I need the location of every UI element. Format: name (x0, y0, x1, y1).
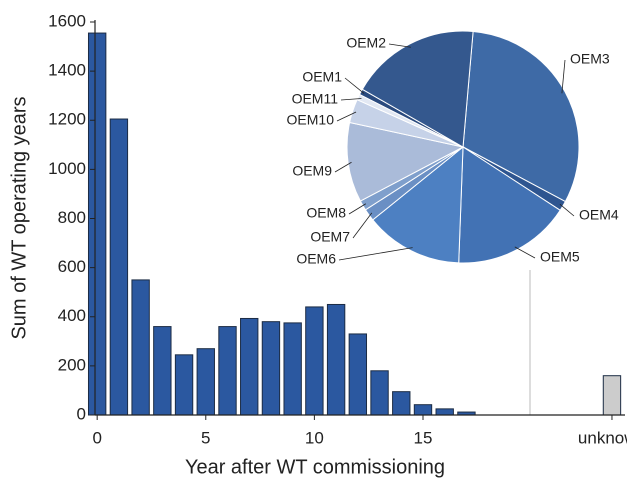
pie-label: OEM2 (346, 35, 386, 51)
y-tick-label: 1400 (48, 61, 86, 80)
x-axis-label: Year after WT commissioning (185, 456, 445, 478)
y-tick-label: 800 (58, 208, 86, 227)
pie-label: OEM3 (570, 51, 610, 67)
leader-line (514, 246, 536, 259)
leader-line (344, 77, 365, 94)
bar (326, 303, 346, 416)
bar (413, 404, 433, 416)
pie-label: OEM5 (540, 249, 580, 265)
leader-line (336, 111, 357, 122)
pie-slice (372, 145, 464, 264)
x-tick-label: unknown (578, 428, 627, 447)
pie-label: OEM4 (579, 207, 619, 223)
x-tick-label: 10 (305, 428, 324, 447)
leader-line (559, 203, 575, 217)
pie-label: OEM10 (287, 112, 335, 128)
bar (240, 317, 259, 416)
pie-slice (462, 30, 580, 203)
bar (602, 375, 622, 416)
bar (131, 279, 150, 416)
leader-line (561, 59, 566, 94)
y-tick-label: 0 (77, 404, 86, 423)
y-tick-label: 600 (58, 257, 86, 276)
bar (435, 408, 454, 416)
bar (370, 370, 389, 416)
y-tick-label: 400 (58, 306, 86, 325)
bar (261, 321, 281, 416)
x-tick-label: 15 (414, 428, 433, 447)
leader-line (388, 43, 411, 48)
y-tick-label: 200 (58, 355, 86, 374)
bar (196, 348, 215, 416)
x-tick-label: 0 (92, 428, 101, 447)
leader-line (352, 212, 373, 239)
pie-label: OEM7 (310, 229, 350, 245)
pie-label: OEM9 (292, 163, 332, 179)
leader-line (334, 161, 352, 173)
pie-label: OEM6 (296, 251, 336, 267)
leader-line (338, 247, 413, 261)
bar (392, 391, 411, 416)
bar (305, 306, 324, 416)
bar (109, 118, 129, 416)
y-tick-label: 1600 (48, 11, 86, 30)
y-tick-label: 1200 (48, 110, 86, 129)
bar (87, 32, 107, 416)
bar (218, 326, 237, 416)
pie-label: OEM11 (292, 91, 339, 107)
leader-line (348, 203, 367, 215)
pie-slice (458, 146, 561, 264)
x-tick-label: 5 (201, 428, 210, 447)
y-tick-label: 1000 (48, 159, 86, 178)
pie-label: OEM8 (306, 205, 346, 221)
bar (174, 354, 194, 416)
bar (153, 326, 172, 416)
y-axis-label: Sum of WT operating years (8, 96, 30, 339)
leader-line (340, 98, 362, 101)
bar (348, 333, 368, 416)
pie-slice (361, 30, 474, 148)
pie-slice (346, 121, 465, 202)
pie-label: OEM1 (302, 69, 342, 85)
bar (283, 322, 302, 416)
